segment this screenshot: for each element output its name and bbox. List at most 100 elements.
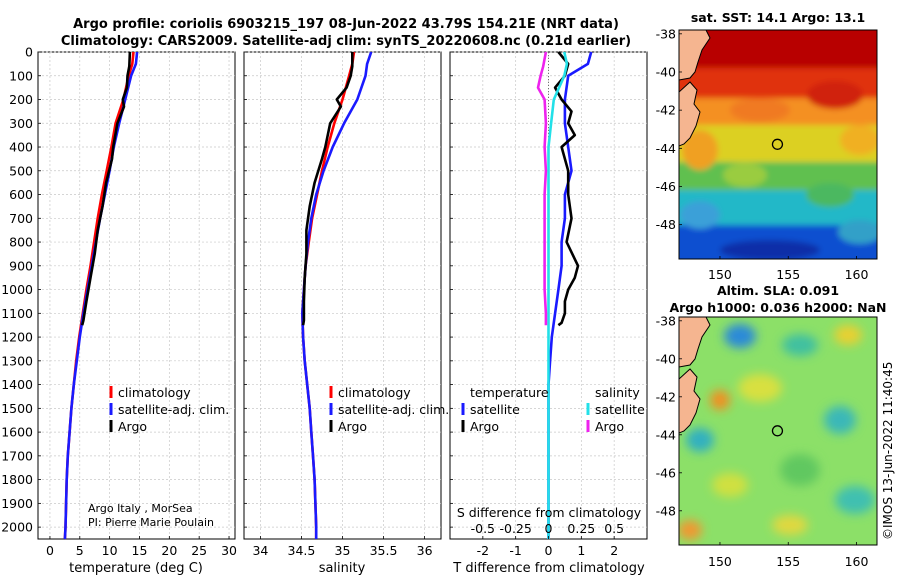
x-tick-label: 36 bbox=[417, 543, 433, 558]
depth-tick-label: 1200 bbox=[1, 330, 33, 345]
depth-tick-label: 900 bbox=[9, 258, 33, 273]
temperature-xlabel: temperature (deg C) bbox=[69, 561, 203, 576]
sla-map-axes: 150 155 160 -38 -40 -42 -44 -46 -48 bbox=[656, 313, 869, 569]
legend-temperature-header: temperature bbox=[470, 385, 549, 400]
sla-blob bbox=[724, 324, 756, 348]
attribution-line1: Argo Italy , MorSea bbox=[88, 502, 193, 515]
x-tick-label: 5 bbox=[76, 543, 84, 558]
salinity-panel: 34 34.5 35 35.5 36 salinity climatology sate… bbox=[243, 51, 449, 576]
map-y-tick-label: -48 bbox=[656, 503, 676, 518]
series-line-salinity-argo bbox=[536, 51, 548, 326]
s-difference-label: S difference from climatology bbox=[457, 505, 642, 520]
difference-xticks: -2 -1 0 1 2 bbox=[477, 536, 618, 558]
sst-blob bbox=[720, 240, 820, 259]
depth-tick-label: 700 bbox=[9, 211, 33, 226]
map-x-tick-label: 155 bbox=[776, 267, 800, 282]
s-tick-label: -0.25 bbox=[499, 521, 531, 536]
sst-field bbox=[679, 30, 877, 259]
temperature-grid bbox=[38, 51, 235, 539]
depth-tick-label: 800 bbox=[9, 235, 33, 250]
series-line-argo bbox=[301, 52, 354, 326]
difference-series bbox=[536, 51, 593, 539]
depth-tick-label: 1600 bbox=[1, 425, 33, 440]
depth-tick-label: 1300 bbox=[1, 353, 33, 368]
map-y-tick-label: -48 bbox=[656, 217, 676, 232]
difference-legend: temperature salinity satellite Argo sate… bbox=[461, 385, 645, 434]
x-tick-label: 30 bbox=[221, 543, 237, 558]
sla-blob bbox=[710, 390, 730, 410]
sla-blob bbox=[686, 428, 714, 452]
depth-tick-label: 200 bbox=[9, 92, 33, 107]
difference-panel: -2 -1 0 1 2 -0.5 -0.25 0 0.25 0.5 S difference f… bbox=[449, 51, 648, 576]
sla-blob bbox=[782, 334, 818, 356]
sst-blobs bbox=[679, 30, 877, 259]
s-tick-label: 0.25 bbox=[567, 521, 595, 536]
tasmania-land bbox=[679, 368, 701, 434]
sst-map-panel: sat. SST: 14.1 Argo: 13.1 bbox=[656, 10, 878, 282]
map-x-tick-label: 160 bbox=[845, 554, 869, 569]
x-tick-label: -1 bbox=[509, 543, 521, 558]
temperature-panel: 0 5 10 15 20 25 30 temperature (deg C) climato… bbox=[37, 51, 237, 576]
map-y-tick-label: -40 bbox=[656, 351, 676, 366]
sst-blob bbox=[680, 201, 720, 229]
legend-argo-label: Argo bbox=[338, 419, 367, 434]
sst-map-frame bbox=[678, 29, 878, 260]
argo-position-marker bbox=[771, 138, 784, 150]
s-tick-label: 0.5 bbox=[604, 521, 624, 536]
temperature-xticks: 0 5 10 15 20 25 30 bbox=[46, 536, 237, 558]
salinity-xlabel: salinity bbox=[319, 561, 366, 576]
salinity-difference-ticks: -0.5 -0.25 0 0.25 0.5 bbox=[471, 521, 624, 536]
argo-position-marker bbox=[771, 425, 784, 437]
map-y-tick-label: -46 bbox=[656, 179, 676, 194]
sst-blob bbox=[730, 98, 790, 122]
sla-blob bbox=[834, 325, 862, 345]
legend-sal-satellite-label: satellite bbox=[595, 402, 645, 417]
sla-blob bbox=[780, 454, 820, 486]
sst-blob bbox=[723, 163, 767, 187]
x-tick-label: 20 bbox=[161, 543, 177, 558]
depth-tick-label: 1000 bbox=[1, 282, 33, 297]
map-y-tick-label: -44 bbox=[656, 427, 676, 442]
depth-tick-label: 2000 bbox=[1, 520, 33, 535]
legend-climatology-label: climatology bbox=[338, 385, 411, 400]
temperature-legend: climatology satellite-adj. clim. Argo bbox=[109, 385, 229, 434]
temperature-panel-frame bbox=[37, 51, 236, 540]
series-line-salinity-satellite bbox=[547, 51, 569, 539]
x-tick-label: 0 bbox=[46, 543, 54, 558]
legend-temp-satellite-label: satellite bbox=[470, 402, 520, 417]
mainland-land bbox=[679, 317, 711, 368]
map-x-tick-label: 150 bbox=[708, 554, 732, 569]
sst-blob bbox=[807, 81, 863, 109]
depth-tick-label: 1100 bbox=[1, 306, 33, 321]
imos-credit: ©IMOS 13-Jun-2022 11:40:45 bbox=[881, 362, 895, 540]
sla-blob bbox=[835, 486, 875, 514]
x-tick-label: 2 bbox=[610, 543, 618, 558]
sla-blob bbox=[679, 520, 702, 540]
attribution-line2: PI: Pierre Marie Poulain bbox=[88, 516, 214, 529]
x-tick-label: 25 bbox=[191, 543, 207, 558]
x-tick-label: 1 bbox=[577, 543, 585, 558]
legend-temp-argo-label: Argo bbox=[470, 419, 499, 434]
map-y-tick-label: -44 bbox=[656, 141, 676, 156]
sla-blob bbox=[824, 406, 856, 434]
s-tick-label: 0 bbox=[545, 521, 553, 536]
figure-title-line1: Argo profile: coriolis 6903215_197 08-Ju… bbox=[73, 17, 619, 32]
sla-map-panel: Altim. SLA: 0.091 Argo h1000: 0.036 h200… bbox=[656, 283, 887, 569]
depth-tick-label: 400 bbox=[9, 140, 33, 155]
sla-map-subtitle: Argo h1000: 0.036 h2000: NaN bbox=[669, 300, 886, 315]
depth-tick-label: 0 bbox=[25, 45, 33, 60]
legend-satellite-label: satellite-adj. clim. bbox=[118, 402, 229, 417]
depth-tick-label: 1800 bbox=[1, 472, 33, 487]
series-line-temperature-argo bbox=[553, 51, 580, 327]
x-tick-label: 15 bbox=[132, 543, 148, 558]
depth-axis-labels: 0 100 200 300 400 500 600 700 800 900 1000 1100 1200… bbox=[1, 45, 33, 535]
map-x-tick-label: 160 bbox=[845, 267, 869, 282]
legend-sal-argo-label: Argo bbox=[595, 419, 624, 434]
x-tick-label: 34 bbox=[252, 543, 268, 558]
salinity-xticks: 34 34.5 35 35.5 36 bbox=[252, 536, 433, 558]
x-tick-label: 35.5 bbox=[370, 543, 398, 558]
x-tick-label: 34.5 bbox=[288, 543, 316, 558]
sla-blob bbox=[772, 515, 808, 535]
map-y-tick-label: -46 bbox=[656, 465, 676, 480]
